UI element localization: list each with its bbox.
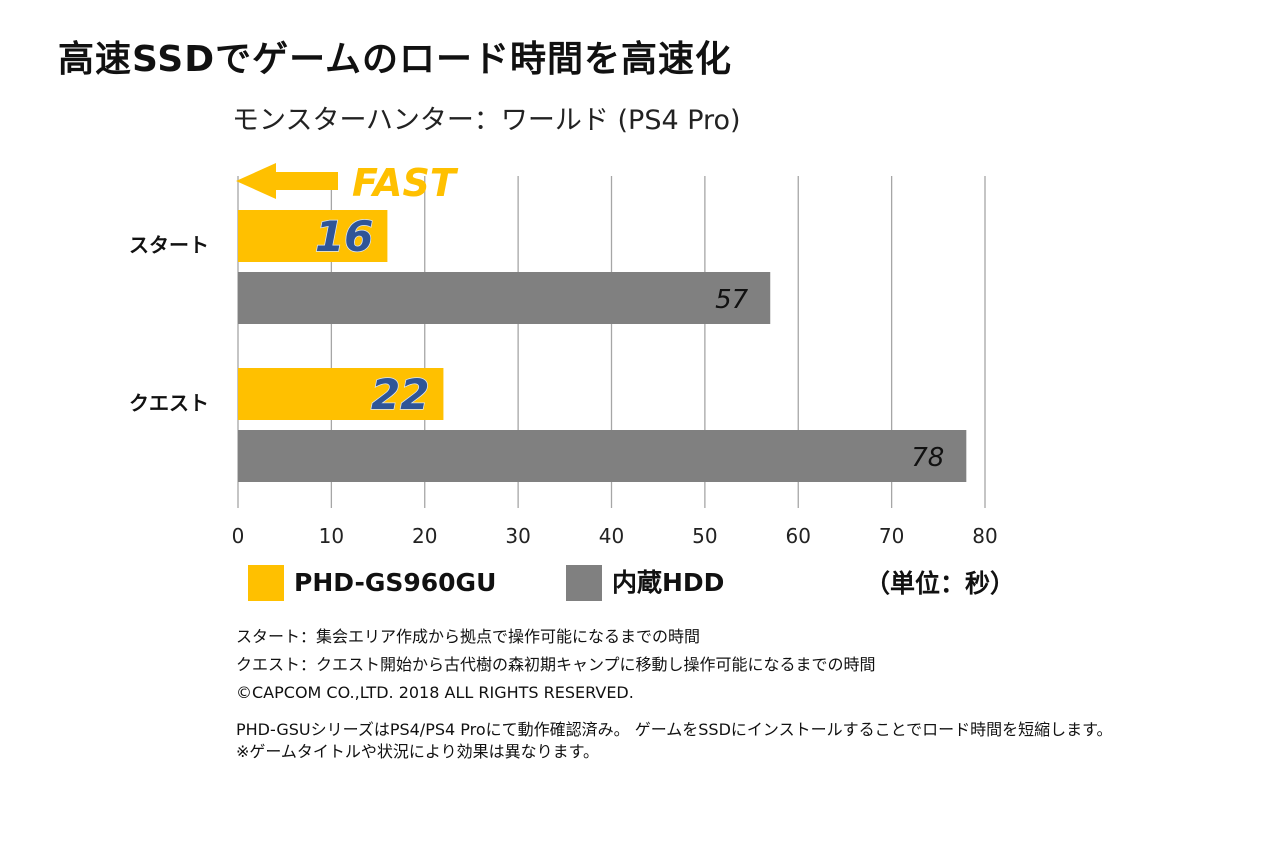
x-tick-label-60: 60: [786, 524, 811, 548]
footnotes: スタート：集会エリア作成から拠点で操作可能になるまでの時間 クエスト：クエスト開…: [236, 623, 1236, 763]
fast-annotation: FAST: [352, 161, 459, 205]
fast-arrow-icon: [236, 163, 338, 199]
bar-chart: 0 10 20 30 40 50 60 70 80 スタート 16 57 クエスト 22 78 FAST: [129, 161, 998, 548]
bar-1-1: [238, 430, 967, 482]
bar-0-0: [238, 210, 388, 262]
note-compat: PHD-GSUシリーズはPS4/PS4 Proにて動作確認済み。 ゲームをSSD…: [236, 720, 1113, 739]
legend-label-hdd: 内蔵HDD: [612, 568, 725, 597]
legend-swatch-ssd: [248, 565, 284, 601]
data-label-0-1: 22: [371, 370, 429, 419]
x-tick-label-70: 70: [879, 524, 904, 548]
x-tick-label-80: 80: [972, 524, 997, 548]
x-tick-label-50: 50: [692, 524, 717, 548]
x-tick-label-30: 30: [505, 524, 530, 548]
x-tick-label-10: 10: [319, 524, 344, 548]
chart-title: モンスターハンター：ワールド (PS4 Pro): [232, 105, 741, 136]
data-label-1-0: 57: [715, 285, 749, 315]
x-tick-label-20: 20: [412, 524, 437, 548]
data-label-1-1: 78: [911, 443, 944, 473]
bar-1-0: [238, 272, 771, 324]
headline: 高速SSDでゲームのロード時間を高速化: [58, 39, 733, 80]
x-tick-label-0: 0: [232, 524, 245, 548]
note-disclaimer: ※ゲームタイトルや状況により効果は異なります。: [236, 742, 600, 761]
copyright: ©CAPCOM CO.,LTD. 2018 ALL RIGHTS RESERVE…: [236, 683, 634, 702]
legend-label-ssd: PHD-GS960GU: [294, 568, 497, 597]
category-label-0: スタート: [129, 233, 209, 257]
legend-swatch-hdd: [566, 565, 602, 601]
data-label-0-0: 16: [315, 212, 373, 261]
x-tick-label-40: 40: [599, 524, 624, 548]
unit-label: （単位：秒）: [865, 569, 1016, 598]
category-label-1: クエスト: [129, 391, 209, 415]
note-quest: クエスト：クエスト開始から古代樹の森初期キャンプに移動し操作可能になるまでの時間: [236, 655, 876, 674]
note-start: スタート：集会エリア作成から拠点で操作可能になるまでの時間: [236, 627, 701, 646]
legend: PHD-GS960GU 内蔵HDD （単位：秒）: [0, 565, 1280, 605]
bar-0-1: [238, 368, 444, 420]
